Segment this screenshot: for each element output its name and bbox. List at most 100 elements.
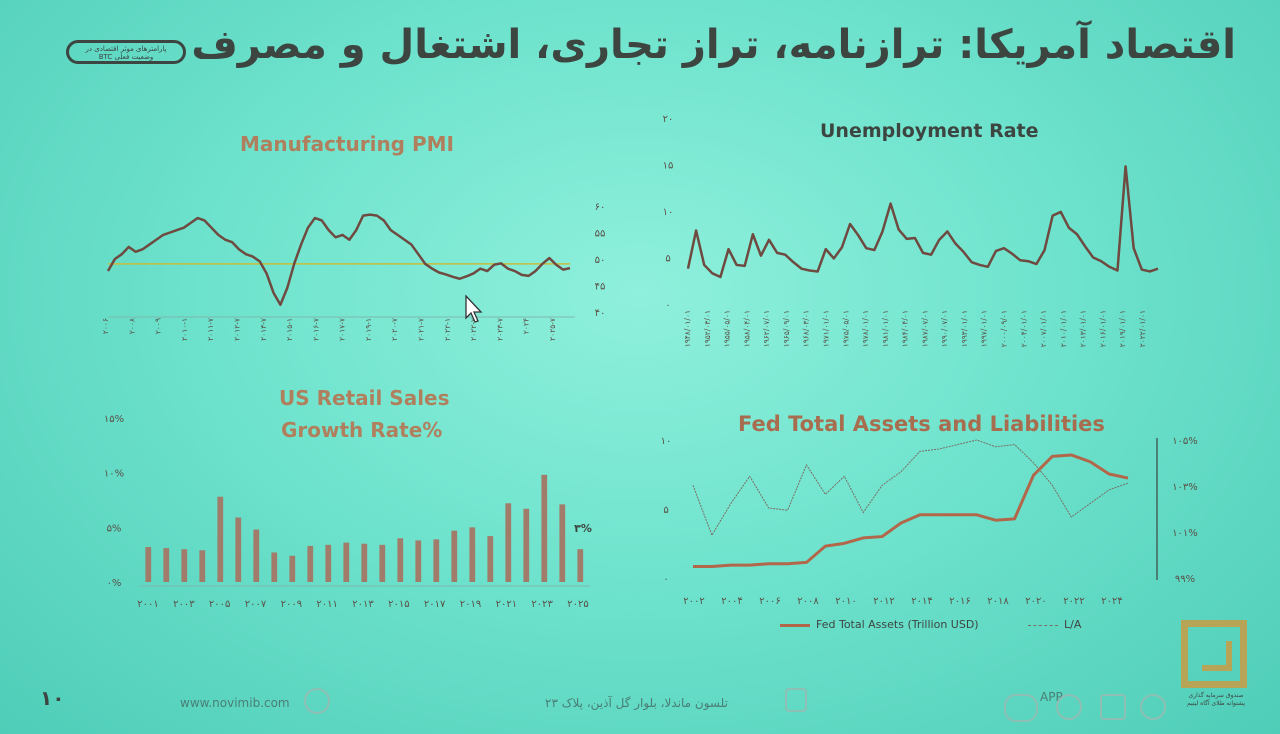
- pmi-x-tick: ۲۰۱۶-۷: [311, 318, 320, 341]
- copy-icon[interactable]: [1100, 694, 1126, 720]
- unemployment-x-tick: ۱۹۹۳/۰۱/۰۱: [960, 310, 969, 347]
- unemployment-x-tick: ۱۹۴۸/۰۱/۰۱: [683, 310, 692, 347]
- pmi-x-tick: ۲۰۱۲-۷: [232, 318, 241, 341]
- slide-title: اقتصاد آمریکا: ترازنامه، تراز تجاری، اشت…: [191, 22, 1236, 68]
- retail-x-tick: ۲۰۰۷: [245, 599, 267, 610]
- fed-x-tick: ۲۰۲۰: [1025, 596, 1046, 607]
- website-link[interactable]: www.novimib.com: [180, 696, 290, 710]
- pmi-x-tick: ۲۰۱۷-۷: [338, 318, 347, 341]
- retail-x-tick: ۲۰۰۹: [281, 599, 302, 610]
- unemployment-x-tick: ۱۹۷۵/۰۵/۰۱: [841, 310, 850, 347]
- search-icon[interactable]: [1056, 694, 1082, 720]
- fed-y-tick-left: ۱۰: [661, 436, 672, 447]
- chart-title-fed: Fed Total Assets and Liabilities: [738, 412, 1105, 436]
- unemployment-y-tick: ۵: [665, 254, 670, 265]
- fed-y-tick-left: ۰: [663, 574, 668, 585]
- retail-x-tick: ۲۰۱۳: [352, 599, 374, 610]
- retail-x-tick: ۲۰۱۱: [316, 599, 337, 610]
- chart-title-unemployment: Unemployment Rate: [820, 120, 1039, 142]
- fed-x-tick: ۲۰۱۸: [987, 596, 1009, 607]
- retail-bar: [271, 552, 278, 582]
- retail-bar: [559, 504, 566, 582]
- retail-bar: [469, 527, 476, 582]
- pmi-x-tick: ۲۰۲۰-۷: [390, 318, 399, 341]
- unemployment-x-tick: ۱۹۹۰/۰۷/۰۱: [940, 310, 949, 347]
- fed-x-tick: ۲۰۰۴: [721, 596, 742, 607]
- retail-x-tick: ۲۰۰۳: [173, 599, 195, 610]
- retail-y-tick: ۰%: [107, 578, 122, 589]
- unemployment-x-tick: ۲۰۰۴/۰۱/۰۱: [1019, 310, 1028, 347]
- pmi-x-tick: ۲۰۱۰-۱: [180, 318, 189, 341]
- button-icon[interactable]: [1004, 694, 1038, 722]
- retail-x-tick: ۲۰۱۷: [424, 599, 446, 610]
- retail-y-tick: ۱۵%: [104, 414, 124, 425]
- retail-bar: [289, 555, 296, 582]
- pmi-y-tick: ۶۰: [595, 202, 606, 213]
- retail-x-tick: ۲۰۲۱: [496, 599, 517, 610]
- pmi-y-tick: ۵۵: [595, 229, 606, 240]
- fed-la-line: [692, 439, 1129, 537]
- pmi-y-tick: ۴۵: [595, 282, 606, 293]
- page-number: ۱۰: [40, 686, 65, 710]
- unemployment-x-tick: ۱۹۶۵/۰۹/۰۱: [782, 310, 791, 347]
- legend-la: L/A: [1028, 618, 1081, 631]
- unemployment-x-tick: ۱۹۹۷/۰۱/۰۱: [980, 310, 989, 347]
- retail-y-tick: ۱۰%: [104, 469, 124, 480]
- retail-bar: [181, 549, 188, 582]
- retail-bar: [397, 538, 404, 582]
- pmi-x-tick: ۲۰۲۳-۷: [495, 318, 504, 341]
- retail-x-tick: ۲۰۲۵: [567, 599, 588, 610]
- pmi-x-tick: ۲۰۰۶: [101, 318, 110, 334]
- retail-x-tick: ۲۰۰۱: [137, 599, 158, 610]
- fed-x-tick: ۲۰۲۲: [1063, 596, 1084, 607]
- unemployment-x-tick: ۲۰۲۲/۰۱/۰۱: [1138, 310, 1147, 347]
- chart-title-retail-line2: Growth Rate%: [281, 418, 443, 442]
- unemployment-x-tick: ۲۰۰۷/۰۱/۰۱: [1039, 310, 1048, 347]
- unemployment-x-tick: ۲۰۰۰/۰۹/۰۱: [1000, 310, 1009, 347]
- fed-x-tick: ۲۰۰۲: [683, 596, 704, 607]
- pmi-y-tick: ۴۰: [595, 308, 606, 319]
- retail-bar: [163, 548, 170, 582]
- retail-bar: [541, 474, 548, 582]
- fed-y-tick-right: ۹۹%: [1175, 574, 1195, 585]
- unemployment-y-tick: ۰: [665, 300, 670, 311]
- retail-bar: [199, 550, 206, 582]
- pmi-line: [106, 213, 571, 307]
- retail-bar: [577, 549, 584, 582]
- retail-bar: [253, 529, 260, 582]
- fed-y-tick-right: ۱۰۳%: [1172, 482, 1198, 493]
- fed-x-tick: ۲۰۲۴: [1101, 596, 1122, 607]
- pmi-x-tick: ۲۰۱۳-۷: [259, 318, 268, 341]
- pmi-x-tick: ۲۰۱۱-۷: [206, 318, 215, 341]
- retail-x-tick: ۲۰۰۵: [209, 599, 230, 610]
- unemployment-x-tick: ۱۹۸۱/۰۱/۰۱: [881, 310, 890, 347]
- unemployment-x-tick: ۲۰۱۹/۰۱/۰۱: [1118, 310, 1127, 347]
- unemployment-x-tick: ۱۹۸۴/۰۴/۰۱: [901, 310, 910, 347]
- pmi-x-tick: ۲۰۲۲-۱: [443, 318, 452, 341]
- pmi-x-tick: ۲۰۲۴: [522, 318, 531, 334]
- retail-bar: [487, 536, 494, 582]
- unemployment-x-tick: ۱۹۸۷/۰۷/۰۱: [920, 310, 929, 347]
- retail-last-data-label: ۳%: [574, 522, 592, 535]
- location-icon: [785, 688, 807, 712]
- retail-bar: [325, 544, 332, 582]
- fed-x-tick: ۲۰۰۶: [759, 596, 780, 607]
- fund-logo-caption: صندوق سرمایه گذاری پشتوانه طلای آگاه لیت…: [1176, 692, 1256, 708]
- badge-line: وضعیت فعلی BTC: [98, 53, 154, 61]
- fund-logo: [1181, 620, 1247, 688]
- fund-logo-caption-line: صندوق سرمایه گذاری: [1188, 692, 1244, 699]
- unemployment-y-tick: ۱۵: [663, 161, 674, 172]
- pen-icon[interactable]: [1140, 694, 1166, 720]
- retail-bar: [235, 517, 242, 582]
- fed-y-tick-left: ۵: [663, 505, 668, 516]
- fed-x-tick: ۲۰۱۲: [873, 596, 894, 607]
- unemployment-x-tick: ۱۹۷۱/۰۱/۰۱: [821, 310, 830, 347]
- unemployment-x-tick: ۲۰۱۰/۰۱/۰۱: [1059, 310, 1068, 347]
- legend-fed-assets-label: Fed Total Assets (Trillion USD): [816, 618, 979, 631]
- pmi-y-tick: ۵۰: [595, 255, 606, 266]
- unemployment-x-tick: ۱۹۵۵/۰۵/۰۱: [723, 310, 732, 347]
- unemployment-x-tick: ۱۹۵۲/۰۳/۰۱: [703, 310, 712, 347]
- fed-y-tick-right: ۱۰۱%: [1172, 528, 1198, 539]
- unemployment-x-tick: ۲۰۱۶/۰۱/۰۱: [1098, 310, 1107, 347]
